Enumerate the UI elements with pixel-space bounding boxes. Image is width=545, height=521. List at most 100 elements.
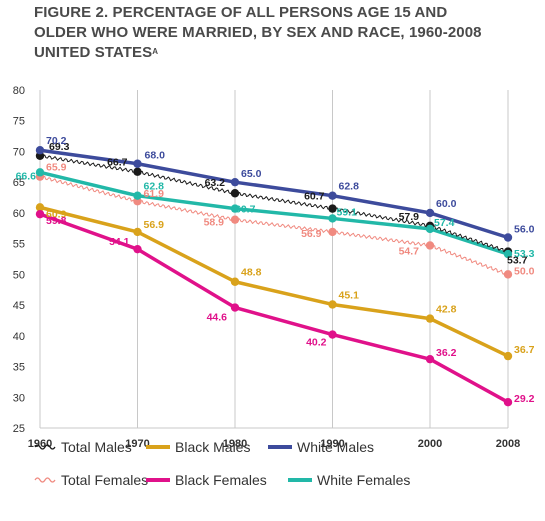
- title-line-1: FIGURE 2. PERCENTAGE OF ALL PERSONS AGE …: [34, 4, 448, 21]
- y-tick-label: 45: [13, 300, 25, 312]
- y-tick-label: 65: [13, 177, 25, 189]
- data-label-black-females: 59.8: [46, 215, 67, 227]
- legend-item-black-males: Black Males: [146, 439, 250, 455]
- data-point-white-males: [425, 208, 435, 218]
- data-point-white-males: [230, 177, 240, 187]
- data-point-black-females: [425, 354, 435, 364]
- data-point-white-females: [133, 191, 142, 200]
- y-tick-label: 55: [13, 239, 25, 251]
- grid: [39, 90, 509, 428]
- y-tick-label: 30: [13, 392, 25, 404]
- data-label-black-males: 48.8: [241, 267, 262, 279]
- data-point-black-males: [503, 351, 513, 361]
- data-point-total-males: [328, 204, 337, 213]
- legend-label-white-males: White Males: [297, 439, 375, 455]
- data-label-total-males: 63.2: [205, 177, 226, 189]
- series-line-white-females: [38, 170, 510, 256]
- legend-swatch-total-females: [34, 477, 56, 483]
- y-tick-label: 25: [13, 423, 25, 435]
- data-point-black-males: [230, 277, 240, 286]
- legend-label-total-males: Total Males: [61, 439, 132, 455]
- data-point-black-females: [35, 209, 45, 219]
- title-line-3: UNITED STATESA: [34, 43, 534, 63]
- y-tick-label: 80: [13, 85, 25, 97]
- y-tick-label: 70: [13, 146, 25, 158]
- data-label-white-females: 62.8: [144, 181, 165, 193]
- data-label-black-females: 40.2: [306, 337, 327, 349]
- data-label-white-females: 59.1: [337, 206, 358, 218]
- data-label-total-females: 50.0: [514, 265, 535, 277]
- y-tick-label: 40: [13, 331, 25, 343]
- title-footnote-marker: A: [152, 47, 159, 56]
- y-tick-label: 75: [13, 116, 25, 128]
- legend-swatch-white-females: [288, 478, 312, 482]
- y-tick-label: 35: [13, 362, 25, 374]
- data-point-total-females: [503, 270, 513, 279]
- legend-item-white-females: White Females: [288, 472, 410, 488]
- data-label-total-males: 57.9: [399, 211, 420, 223]
- series-line-black-males: [38, 205, 510, 358]
- data-label-black-males: 60.9: [46, 208, 67, 220]
- legend-swatch-white-males: [268, 445, 292, 449]
- data-label-total-males: 69.3: [49, 141, 70, 153]
- series-line-black-females: [38, 212, 510, 404]
- legend-swatch-total-males: [34, 444, 56, 450]
- data-point-total-males: [133, 167, 142, 176]
- data-label-total-males: 60.7: [304, 191, 325, 203]
- data-label-total-females: 54.7: [399, 245, 420, 257]
- data-label-black-males: 45.1: [339, 289, 360, 301]
- data-label-total-males: 53.7: [507, 255, 528, 267]
- data-label-white-males: 60.0: [436, 198, 457, 210]
- title-line-2: OLDER WHO WERE MARRIED, BY SEX AND RACE,…: [34, 24, 482, 41]
- data-point-black-males: [425, 314, 435, 323]
- data-point-black-females: [133, 244, 142, 254]
- legend-swatch-black-females: [146, 478, 170, 482]
- data-point-total-females: [425, 241, 435, 250]
- data-point-white-females: [503, 249, 513, 259]
- data-point-white-females: [230, 204, 240, 213]
- data-point-black-males: [133, 227, 142, 237]
- x-tick-label: 1960: [28, 438, 52, 450]
- data-label-black-females: 44.6: [207, 312, 228, 324]
- data-label-white-males: 68.0: [145, 150, 166, 162]
- data-label-black-males: 56.9: [144, 219, 165, 231]
- data-point-white-females: [425, 224, 435, 234]
- data-label-white-males: 65.0: [241, 168, 262, 180]
- data-point-black-females: [230, 303, 240, 312]
- data-label-white-females: 66.6: [16, 170, 37, 182]
- data-point-total-females: [230, 215, 240, 224]
- data-label-black-males: 36.7: [514, 344, 535, 356]
- data-point-black-females: [503, 397, 513, 407]
- data-label-white-males: 70.2: [46, 135, 67, 147]
- x-tick-label: 2008: [496, 438, 520, 450]
- legend-label-white-females: White Females: [317, 472, 411, 488]
- data-point-white-males: [328, 191, 337, 200]
- data-label-white-females: 53.3: [514, 248, 535, 260]
- legend-item-total-females: Total Females: [34, 472, 148, 488]
- data-point-white-females: [35, 168, 45, 177]
- legend-label-black-males: Black Males: [175, 439, 251, 455]
- legend-label-black-females: Black Females: [175, 472, 267, 488]
- data-label-white-males: 56.0: [514, 223, 535, 235]
- title-line-3-text: UNITED STATES: [34, 44, 153, 61]
- data-label-black-males: 42.8: [436, 304, 457, 316]
- data-point-white-males: [503, 233, 513, 242]
- data-point-white-males: [133, 159, 142, 168]
- legend-label-total-females: Total Females: [61, 472, 149, 488]
- series-lines: [38, 148, 510, 404]
- data-point-black-females: [328, 330, 337, 339]
- data-label-total-females: 58.9: [204, 217, 225, 229]
- data-label-black-females: 36.2: [436, 347, 457, 359]
- legend-swatch-black-males: [146, 445, 170, 449]
- x-tick-label: 1980: [223, 438, 247, 450]
- x-tick-label: 1970: [125, 438, 149, 450]
- x-tick-label: 1990: [320, 438, 344, 450]
- data-label-total-males: 66.7: [107, 157, 128, 169]
- data-label-total-females: 56.9: [301, 228, 322, 240]
- y-tick-label: 60: [13, 208, 25, 220]
- data-label-white-males: 62.8: [339, 181, 360, 193]
- series-line-white-males: [38, 148, 510, 240]
- data-label-black-females: 29.2: [514, 393, 535, 405]
